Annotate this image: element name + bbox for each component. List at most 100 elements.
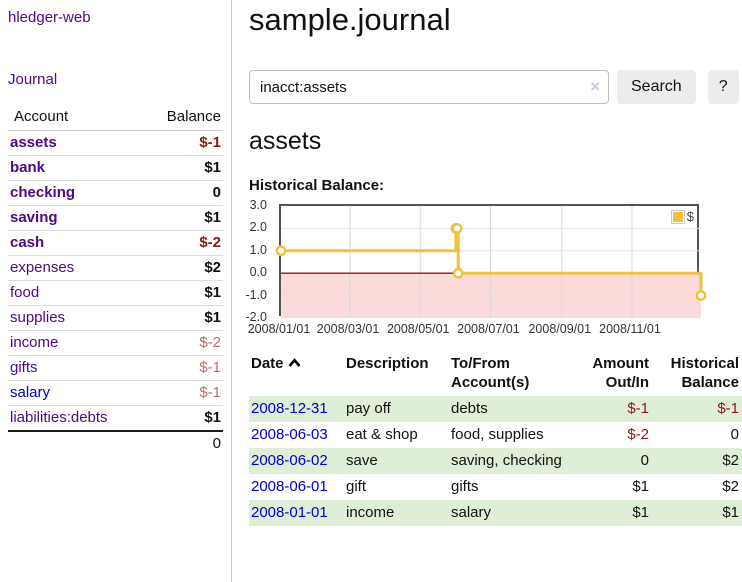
search-input[interactable] bbox=[249, 70, 609, 104]
transaction-balance: $1 bbox=[722, 504, 739, 521]
account-balance: $-2 bbox=[141, 230, 223, 256]
account-heading: assets bbox=[249, 127, 322, 155]
account-link[interactable]: income bbox=[10, 334, 59, 351]
chart-x-axis-labels: 2008/01/01 2008/03/01 2008/05/01 2008/07/01… bbox=[248, 320, 699, 336]
account-row: gifts $-1 bbox=[8, 355, 223, 381]
y-axis-tick-label: -1.0 bbox=[245, 287, 267, 302]
chart-legend: $ bbox=[670, 209, 694, 224]
account-link[interactable]: expenses bbox=[10, 259, 75, 276]
legend-swatch-icon bbox=[670, 209, 685, 224]
transaction-accounts: gifts bbox=[451, 478, 479, 495]
account-balance: $-1 bbox=[141, 355, 223, 381]
sidebar-item-journal[interactable]: Journal bbox=[8, 71, 58, 88]
transactions-table: Date Description To/From Account(s) Amou… bbox=[249, 351, 742, 526]
historical-balance-chart: 3.0 2.0 1.0 0.0 -1.0 -2.0 $ 2008/01/01 2008/03… bbox=[245, 198, 729, 336]
account-row: salary $-1 bbox=[8, 380, 223, 406]
y-axis-tick-label: 0.0 bbox=[249, 265, 267, 280]
account-balance: $1 bbox=[141, 155, 223, 181]
account-link[interactable]: liabilities:debts bbox=[10, 409, 108, 426]
transaction-row: 2008-06-01 gift gifts $1 $2 bbox=[249, 474, 742, 500]
transaction-amount: $1 bbox=[632, 504, 649, 521]
search-bar: × Search ? bbox=[249, 70, 742, 104]
account-link[interactable]: bank bbox=[10, 159, 46, 176]
transaction-balance: $2 bbox=[722, 452, 739, 469]
balance-chart-svg bbox=[275, 206, 707, 318]
page-title: sample.journal bbox=[249, 2, 451, 37]
txn-col-header-date[interactable]: Date bbox=[249, 351, 344, 396]
transaction-accounts: saving, checking bbox=[451, 452, 562, 469]
txn-col-header-accounts: To/From Account(s) bbox=[451, 355, 530, 391]
help-button[interactable]: ? bbox=[707, 70, 739, 104]
x-axis-tick-label: 2008/11/01 bbox=[599, 322, 661, 336]
txn-col-header-balance: Historical Balance bbox=[670, 355, 739, 391]
account-link[interactable]: gifts bbox=[10, 359, 38, 376]
account-balance: $1 bbox=[141, 305, 223, 331]
transaction-row: 2008-06-03 eat & shop food, supplies $-2 0 bbox=[249, 422, 742, 448]
clear-search-icon[interactable]: × bbox=[590, 77, 600, 96]
y-axis-tick-label: 2.0 bbox=[249, 220, 267, 235]
transaction-amount: $-2 bbox=[627, 426, 649, 443]
account-row: bank $1 bbox=[8, 155, 223, 181]
main-content: sample.journal × Search ? assets Histori… bbox=[232, 0, 742, 582]
account-balance: $2 bbox=[141, 255, 223, 281]
account-row: cash $-2 bbox=[8, 230, 223, 256]
account-row: checking 0 bbox=[8, 180, 223, 206]
account-row: saving $1 bbox=[8, 205, 223, 231]
transaction-accounts: debts bbox=[451, 400, 488, 417]
transaction-description: pay off bbox=[346, 400, 391, 417]
data-point-marker bbox=[275, 245, 287, 257]
transaction-date-link[interactable]: 2008-01-01 bbox=[251, 504, 328, 521]
chart-plot-area: $ bbox=[275, 204, 707, 318]
account-row: liabilities:debts $1 bbox=[8, 405, 223, 432]
account-row: assets $-1 bbox=[8, 130, 223, 156]
sidebar: hledger-web Journal Account Balance asse… bbox=[0, 0, 232, 582]
account-balance: $1 bbox=[141, 280, 223, 306]
x-axis-tick-label: 2008/05/01 bbox=[386, 322, 450, 336]
account-link[interactable]: salary bbox=[10, 384, 51, 401]
x-axis-tick-label: 2008/07/01 bbox=[457, 322, 520, 336]
transactions-table-body: 2008-12-31 pay off debts $-1 $-1 2008-06-03 ea… bbox=[249, 396, 742, 526]
data-point-marker bbox=[695, 290, 707, 302]
transaction-amount: $-1 bbox=[627, 400, 649, 417]
accounts-col-header-account: Account bbox=[8, 104, 142, 131]
account-balance: $-2 bbox=[141, 330, 223, 356]
data-point-marker bbox=[452, 267, 464, 279]
account-balance: 0 bbox=[141, 180, 223, 206]
account-balance: $1 bbox=[141, 205, 223, 231]
brand-link[interactable]: hledger-web bbox=[8, 9, 91, 26]
transaction-balance: 0 bbox=[730, 426, 739, 443]
account-link[interactable]: cash bbox=[10, 234, 45, 251]
accounts-table-body: assets $-1 bank $1 checking 0 saving $1 cash $-2 e… bbox=[8, 130, 223, 456]
account-link[interactable]: food bbox=[10, 284, 40, 301]
account-row: income $-2 bbox=[8, 330, 223, 356]
transaction-description: save bbox=[346, 452, 378, 469]
account-link[interactable]: checking bbox=[10, 184, 76, 201]
account-link[interactable]: assets bbox=[10, 134, 57, 151]
transaction-row: 2008-06-02 save saving, checking 0 $2 bbox=[249, 448, 742, 474]
transaction-date-link[interactable]: 2008-06-02 bbox=[251, 452, 328, 469]
transaction-accounts: salary bbox=[451, 504, 492, 521]
account-balance: $-1 bbox=[141, 380, 223, 406]
accounts-total-row: 0 bbox=[8, 430, 223, 456]
account-balance: $-1 bbox=[141, 130, 223, 156]
transaction-amount: $1 bbox=[632, 478, 649, 495]
transaction-description: gift bbox=[346, 478, 367, 495]
transaction-amount: 0 bbox=[640, 452, 649, 469]
account-link[interactable]: saving bbox=[10, 209, 58, 226]
chart-y-axis-labels: 3.0 2.0 1.0 0.0 -1.0 -2.0 bbox=[243, 198, 275, 324]
accounts-col-header-balance: Balance bbox=[141, 104, 223, 131]
search-button[interactable]: Search bbox=[617, 70, 696, 104]
data-point-marker bbox=[451, 223, 463, 234]
account-link[interactable]: supplies bbox=[10, 309, 66, 326]
transaction-row: 2008-12-31 pay off debts $-1 $-1 bbox=[249, 396, 742, 422]
transaction-date-link[interactable]: 2008-06-03 bbox=[251, 426, 328, 443]
account-balance: $1 bbox=[141, 405, 223, 432]
account-row: expenses $2 bbox=[8, 255, 223, 281]
x-axis-tick-label: 2008/03/01 bbox=[316, 322, 380, 336]
x-axis-tick-label: 2008/01/01 bbox=[247, 322, 311, 336]
accounts-table: Account Balance assets $-1 bank $1 checking 0… bbox=[8, 104, 223, 456]
transaction-date-link[interactable]: 2008-12-31 bbox=[251, 400, 328, 417]
txn-col-header-amount: Amount Out/In bbox=[592, 355, 649, 391]
transaction-date-link[interactable]: 2008-06-01 bbox=[251, 478, 328, 495]
